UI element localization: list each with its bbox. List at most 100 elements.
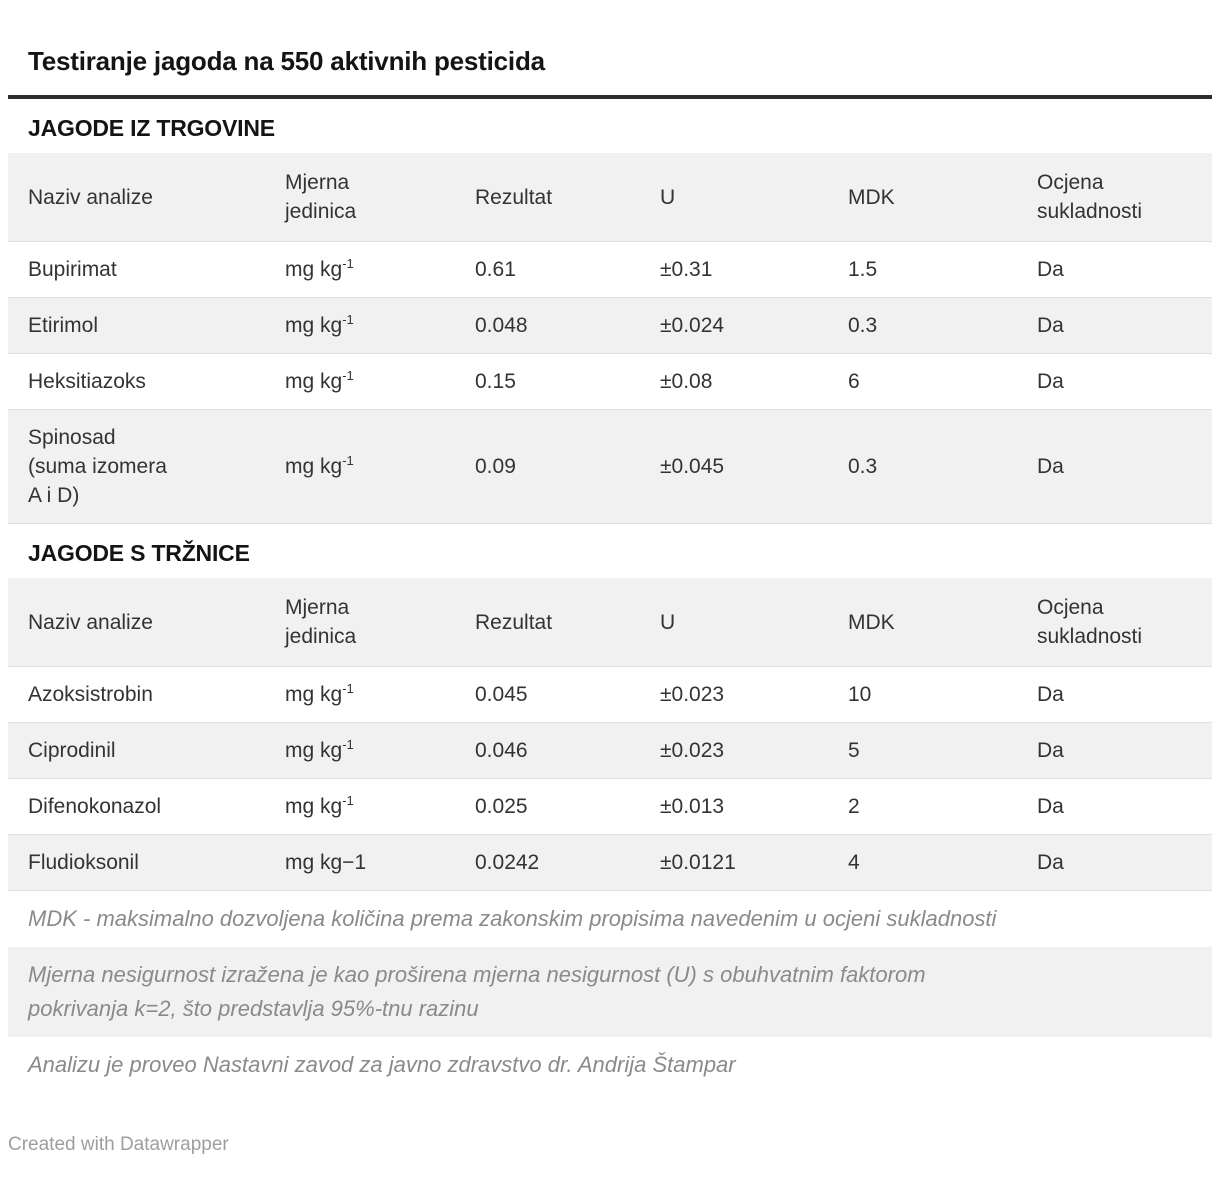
column-header-ocjena: Ocjena sukladnosti bbox=[1037, 596, 1143, 648]
cell-ocjena: Da bbox=[1037, 258, 1064, 281]
table-jagode-s-trznice: Naziv analize Mjerna jedinica Rezultat U… bbox=[8, 578, 1212, 891]
cell-mdk: 6 bbox=[848, 370, 860, 393]
section-heading-trgovine: JAGODE IZ TRGOVINE bbox=[28, 115, 275, 141]
cell-rezultat: 0.048 bbox=[475, 314, 528, 337]
unit-superscript: -1 bbox=[342, 312, 354, 327]
cell-u: ±0.024 bbox=[660, 314, 725, 337]
cell-jedinica: mg kg-1 bbox=[265, 354, 455, 410]
cell-rezultat: 0.09 bbox=[475, 455, 516, 478]
cell-naziv: Heksitiazoks bbox=[28, 370, 146, 393]
unit-text: mg kg bbox=[285, 683, 343, 706]
cell-rezultat: 0.15 bbox=[475, 370, 516, 393]
unit-text: mg kg bbox=[285, 370, 343, 393]
column-header-ocjena: Ocjena sukladnosti bbox=[1037, 171, 1143, 223]
cell-naziv: Etirimol bbox=[28, 314, 99, 337]
cell-mdk: 0.3 bbox=[848, 455, 878, 478]
unit-text: mg kg bbox=[285, 739, 343, 762]
section-heading-trznice: JAGODE S TRŽNICE bbox=[28, 540, 250, 566]
title-divider bbox=[8, 95, 1212, 99]
unit-text: mg kg bbox=[285, 455, 343, 478]
unit-text: mg kg bbox=[285, 314, 343, 337]
cell-naziv: Spinosad (suma izomera A i D) bbox=[28, 426, 167, 507]
cell-jedinica: mg kg-1 bbox=[265, 410, 455, 524]
datawrapper-table-embed: Testiranje jagoda na 550 aktivnih pestic… bbox=[8, 46, 1212, 1155]
cell-u: ±0.045 bbox=[660, 455, 725, 478]
cell-naziv: Ciprodinil bbox=[28, 739, 116, 762]
cell-ocjena: Da bbox=[1037, 370, 1064, 393]
cell-jedinica: mg kg-1 bbox=[265, 723, 455, 779]
cell-u: ±0.31 bbox=[660, 258, 713, 281]
note-measurement-uncertainty: Mjerna nesigurnost izražena je kao proši… bbox=[8, 947, 1212, 1037]
cell-mdk: 10 bbox=[848, 683, 872, 706]
unit-superscript: -1 bbox=[342, 737, 354, 752]
unit-text: mg kg bbox=[285, 795, 343, 818]
cell-jedinica: mg kg-1 bbox=[265, 298, 455, 354]
cell-ocjena: Da bbox=[1037, 795, 1064, 818]
cell-ocjena: Da bbox=[1037, 739, 1064, 762]
unit-superscript: -1 bbox=[342, 681, 354, 696]
table-header-row: Naziv analize Mjerna jedinica Rezultat U… bbox=[8, 153, 1212, 242]
column-header-mdk: MDK bbox=[848, 185, 895, 209]
table-header-row: Naziv analize Mjerna jedinica Rezultat U… bbox=[8, 578, 1212, 667]
column-header-rezultat: Rezultat bbox=[475, 610, 553, 634]
column-header-rezultat: Rezultat bbox=[475, 185, 553, 209]
cell-jedinica: mg kg-1 bbox=[265, 242, 455, 298]
column-header-naziv: Naziv analize bbox=[28, 610, 153, 634]
cell-mdk: 4 bbox=[848, 851, 860, 874]
column-header-jedinica: Mjerna jedinica bbox=[285, 596, 357, 648]
cell-mdk: 1.5 bbox=[848, 258, 878, 281]
table-row: Etirimol mg kg-1 0.048 ±0.024 0.3 Da bbox=[8, 297, 1212, 354]
cell-u: ±0.0121 bbox=[660, 851, 736, 874]
cell-u: ±0.08 bbox=[660, 370, 713, 393]
cell-naziv: Difenokonazol bbox=[28, 795, 162, 818]
section-jagode-s-trznice: JAGODE S TRŽNICE Naziv analize Mjerna je… bbox=[8, 524, 1212, 891]
cell-ocjena: Da bbox=[1037, 683, 1064, 706]
note-analysis-lab: Analizu je proveo Nastavni zavod za javn… bbox=[8, 1037, 1212, 1093]
cell-mdk: 5 bbox=[848, 739, 860, 762]
cell-naziv: Azoksistrobin bbox=[28, 683, 153, 706]
cell-u: ±0.023 bbox=[660, 739, 725, 762]
cell-ocjena: Da bbox=[1037, 455, 1064, 478]
note-text: Mjerna nesigurnost izražena je kao proši… bbox=[28, 962, 926, 1021]
section-jagode-iz-trgovine: JAGODE IZ TRGOVINE Naziv analize Mjerna … bbox=[8, 99, 1212, 524]
unit-superscript: -1 bbox=[342, 453, 354, 468]
cell-jedinica: mg kg−1 bbox=[265, 835, 455, 891]
cell-rezultat: 0.61 bbox=[475, 258, 516, 281]
unit-superscript: -1 bbox=[342, 256, 354, 271]
note-text: MDK - maksimalno dozvoljena količina pre… bbox=[28, 906, 997, 931]
unit-text: mg kg−1 bbox=[285, 851, 367, 874]
cell-jedinica: mg kg-1 bbox=[265, 779, 455, 835]
cell-mdk: 0.3 bbox=[848, 314, 878, 337]
cell-naziv: Fludioksonil bbox=[28, 851, 139, 874]
page-title: Testiranje jagoda na 550 aktivnih pestic… bbox=[28, 46, 545, 76]
column-header-u: U bbox=[660, 185, 676, 209]
cell-mdk: 2 bbox=[848, 795, 860, 818]
cell-u: ±0.023 bbox=[660, 683, 725, 706]
unit-text: mg kg bbox=[285, 258, 343, 281]
note-text: Analizu je proveo Nastavni zavod za javn… bbox=[28, 1052, 736, 1077]
cell-rezultat: 0.045 bbox=[475, 683, 528, 706]
datawrapper-credit-link[interactable]: Created with Datawrapper bbox=[8, 1134, 229, 1155]
table-jagode-iz-trgovine: Naziv analize Mjerna jedinica Rezultat U… bbox=[8, 153, 1212, 524]
table-row: Difenokonazol mg kg-1 0.025 ±0.013 2 Da bbox=[8, 779, 1212, 835]
table-row: Fludioksonil mg kg−1 0.0242 ±0.0121 4 Da bbox=[8, 834, 1212, 891]
cell-u: ±0.013 bbox=[660, 795, 725, 818]
cell-rezultat: 0.0242 bbox=[475, 851, 540, 874]
cell-jedinica: mg kg-1 bbox=[265, 667, 455, 723]
cell-ocjena: Da bbox=[1037, 851, 1064, 874]
column-header-jedinica: Mjerna jedinica bbox=[285, 171, 357, 223]
column-header-mdk: MDK bbox=[848, 610, 895, 634]
unit-superscript: -1 bbox=[342, 793, 354, 808]
unit-superscript: -1 bbox=[342, 368, 354, 383]
table-row: Heksitiazoks mg kg-1 0.15 ±0.08 6 Da bbox=[8, 354, 1212, 410]
column-header-naziv: Naziv analize bbox=[28, 185, 153, 209]
note-mdk-definition: MDK - maksimalno dozvoljena količina pre… bbox=[8, 891, 1212, 947]
table-row: Bupirimat mg kg-1 0.61 ±0.31 1.5 Da bbox=[8, 242, 1212, 298]
table-row: Ciprodinil mg kg-1 0.046 ±0.023 5 Da bbox=[8, 722, 1212, 779]
table-row: Azoksistrobin mg kg-1 0.045 ±0.023 10 Da bbox=[8, 667, 1212, 723]
cell-ocjena: Da bbox=[1037, 314, 1064, 337]
cell-naziv: Bupirimat bbox=[28, 258, 117, 281]
table-row: Spinosad (suma izomera A i D) mg kg-1 0.… bbox=[8, 409, 1212, 524]
cell-rezultat: 0.046 bbox=[475, 739, 528, 762]
column-header-u: U bbox=[660, 610, 676, 634]
